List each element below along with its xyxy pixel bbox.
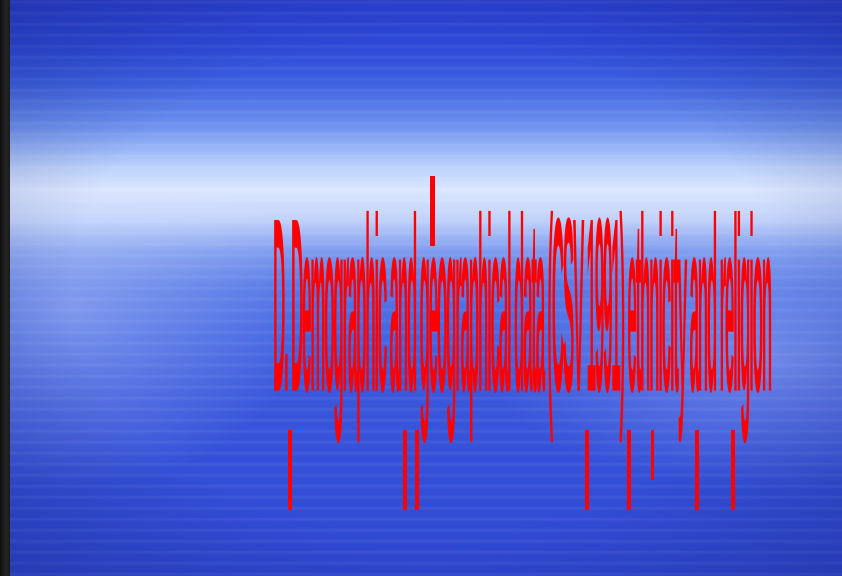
slide-title: D. Demographic and geographical data (CS…	[273, 173, 772, 447]
water-sheen	[482, 230, 842, 490]
slide-title-area: D. Demographic and geographical data (CS…	[273, 173, 772, 447]
vignette	[10, 0, 842, 576]
window-edge	[0, 0, 10, 576]
slide-canvas: D. Demographic and geographical data (CS…	[10, 0, 842, 576]
water-texture	[10, 0, 842, 576]
water-sheen	[10, 190, 310, 490]
